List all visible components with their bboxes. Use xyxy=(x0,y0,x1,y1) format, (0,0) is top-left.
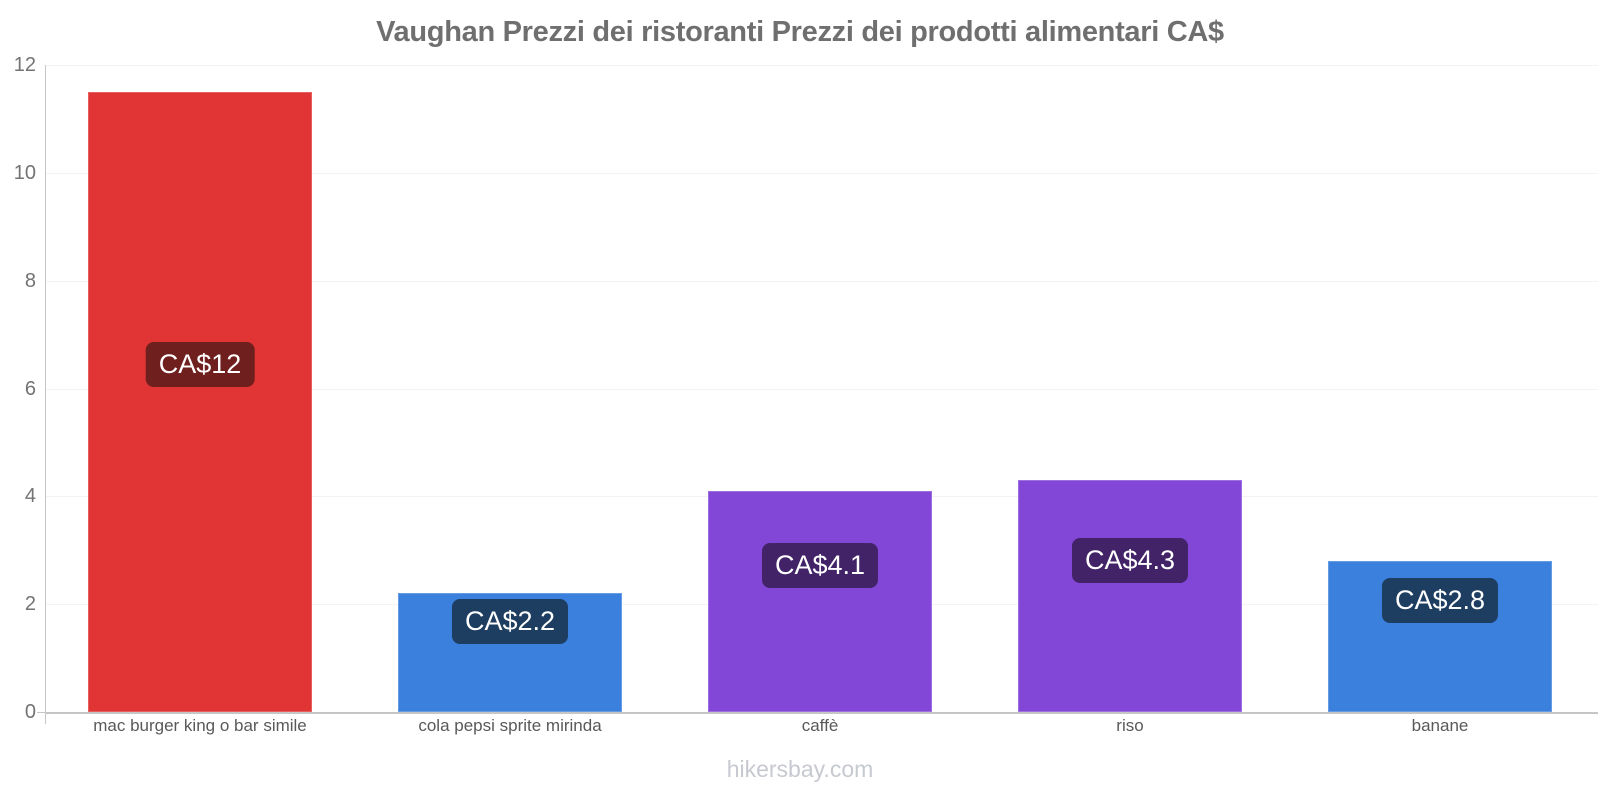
x-axis-line xyxy=(45,712,1598,714)
bar[interactable] xyxy=(708,491,932,712)
watermark: hikersbay.com xyxy=(726,756,874,782)
y-axis-line xyxy=(45,65,46,724)
y-tick-label: 4 xyxy=(24,485,36,507)
bar-value-label: CA$2.2 xyxy=(451,599,569,644)
x-category-label: caffè xyxy=(801,716,839,735)
x-category-label: mac burger king o bar simile xyxy=(93,716,307,735)
gridline xyxy=(45,389,1598,390)
x-category-label: cola pepsi sprite mirinda xyxy=(418,716,602,735)
chart-title: Vaughan Prezzi dei ristoranti Prezzi dei… xyxy=(376,16,1224,48)
bar-value-label: CA$4.3 xyxy=(1071,538,1189,583)
bar-value-label: CA$4.1 xyxy=(761,543,879,588)
y-tick-label: 2 xyxy=(24,593,36,615)
bar-value-label: CA$2.8 xyxy=(1381,578,1499,623)
y-tick-label: 12 xyxy=(13,54,36,76)
x-category-label: riso xyxy=(1116,716,1144,735)
bar-value-label: CA$12 xyxy=(145,342,255,387)
bar[interactable] xyxy=(88,92,312,712)
gridline xyxy=(45,281,1598,282)
gridline xyxy=(45,173,1598,174)
y-tick-label: 8 xyxy=(24,270,36,292)
bar[interactable] xyxy=(1018,480,1242,712)
y-tick-label: 6 xyxy=(24,378,36,400)
y-tick-label: 0 xyxy=(24,701,36,723)
zero-tick-mark xyxy=(37,712,45,713)
x-category-label: banane xyxy=(1411,716,1469,735)
y-tick-label: 10 xyxy=(13,162,36,184)
gridline xyxy=(45,65,1598,66)
